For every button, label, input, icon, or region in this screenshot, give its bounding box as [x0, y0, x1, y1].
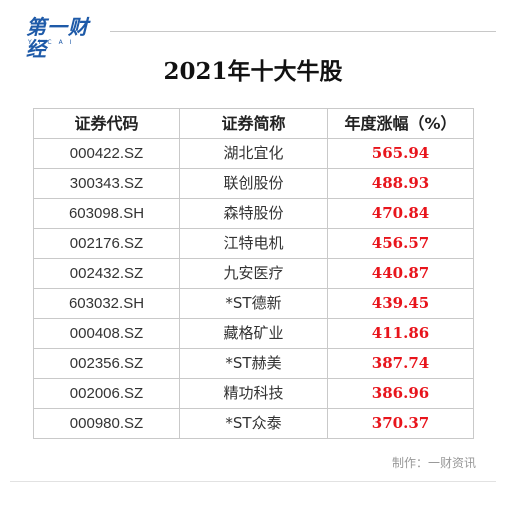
header-stock-name: 证券简称 [179, 108, 328, 139]
stock-name-cell: *ST德新 [179, 288, 328, 319]
table-row: 603032.SH *ST德新 439.45 [33, 288, 474, 319]
stock-name-cell: 藏格矿业 [179, 318, 328, 349]
stock-code-cell: 002432.SZ [33, 258, 180, 289]
annual-change-cell: 370.37 [327, 408, 474, 439]
stock-name-cell: 湖北宜化 [179, 138, 328, 169]
table-row: 002176.SZ 江特电机 456.57 [33, 228, 474, 259]
header-annual-change: 年度涨幅（%） [327, 108, 474, 139]
stock-code-cell: 603098.SH [33, 198, 180, 229]
header-stock-code: 证券代码 [33, 108, 180, 139]
stock-code-cell: 300343.SZ [33, 168, 180, 199]
stock-name-cell: 九安医疗 [179, 258, 328, 289]
table-row: 300343.SZ 联创股份 488.93 [33, 168, 474, 199]
stock-code-cell: 603032.SH [33, 288, 180, 319]
logo-english-text: YICAI [28, 39, 79, 46]
annual-change-cell: 411.86 [327, 318, 474, 349]
annual-change-cell: 439.45 [327, 288, 474, 319]
logo-chinese-text: 第一财经 [26, 15, 89, 61]
page-title: 2021年十大牛股 [163, 58, 343, 85]
top-stocks-table: 证券代码 证券简称 年度涨幅（%） 000422.SZ 湖北宜化 565.94 … [33, 108, 474, 439]
yicai-logo: 第一财经 YICAI [26, 16, 106, 60]
stock-name-cell: 江特电机 [179, 228, 328, 259]
annual-change-cell: 440.87 [327, 258, 474, 289]
annual-change-cell: 456.57 [327, 228, 474, 259]
stock-code-cell: 002356.SZ [33, 348, 180, 379]
stock-name-cell: *ST赫美 [179, 348, 328, 379]
stock-name-cell: 精功科技 [179, 378, 328, 409]
annual-change-cell: 470.84 [327, 198, 474, 229]
annual-change-cell: 387.74 [327, 348, 474, 379]
stock-name-cell: 森特股份 [179, 198, 328, 229]
stock-name-cell: *ST众泰 [179, 408, 328, 439]
header-divider [110, 31, 496, 32]
stock-code-cell: 002006.SZ [33, 378, 180, 409]
page-header: 第一财经 YICAI [0, 10, 506, 60]
table-row: 000980.SZ *ST众泰 370.37 [33, 408, 474, 439]
stock-name-cell: 联创股份 [179, 168, 328, 199]
annual-change-cell: 386.96 [327, 378, 474, 409]
stock-code-cell: 000980.SZ [33, 408, 180, 439]
table-row: 002356.SZ *ST赫美 387.74 [33, 348, 474, 379]
table-row: 000422.SZ 湖北宜化 565.94 [33, 138, 474, 169]
table-row: 002006.SZ 精功科技 386.96 [33, 378, 474, 409]
annual-change-cell: 488.93 [327, 168, 474, 199]
stock-code-cell: 002176.SZ [33, 228, 180, 259]
table-row: 002432.SZ 九安医疗 440.87 [33, 258, 474, 289]
stock-code-cell: 000422.SZ [33, 138, 180, 169]
credit-text: 制作：一财资讯 [391, 456, 476, 470]
table-row: 000408.SZ 藏格矿业 411.86 [33, 318, 474, 349]
annual-change-cell: 565.94 [327, 138, 474, 169]
table-row: 603098.SH 森特股份 470.84 [33, 198, 474, 229]
table-header-row: 证券代码 证券简称 年度涨幅（%） [33, 108, 474, 139]
stock-code-cell: 000408.SZ [33, 318, 180, 349]
footer-divider [10, 481, 496, 482]
